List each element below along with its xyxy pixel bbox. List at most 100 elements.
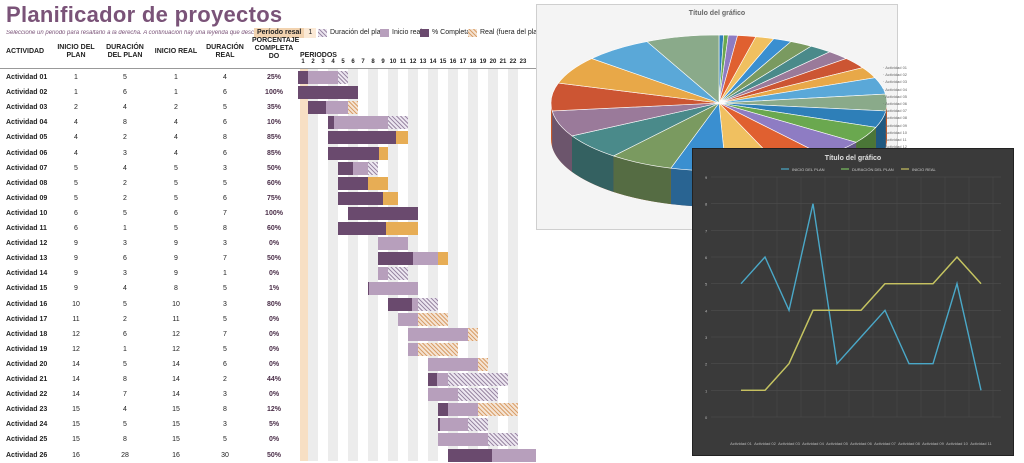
table-row[interactable]: Actividad 01 1 5 1 4 25% xyxy=(0,70,540,85)
x-tick-label: Actividad 07 xyxy=(874,441,897,446)
beyond-plan-bar xyxy=(468,327,478,341)
period-stripe xyxy=(488,68,498,461)
table-row[interactable]: Actividad 20 14 5 14 6 0% xyxy=(0,357,540,372)
x-tick-label: Actividad 05 xyxy=(826,441,849,446)
table-row[interactable]: Actividad 03 2 4 2 5 35% xyxy=(0,100,540,115)
pie-legend-item: · Actividad 02 xyxy=(883,72,908,78)
real-duration: 8 xyxy=(223,225,227,232)
percent-complete: 0% xyxy=(268,391,280,399)
table-row[interactable]: Actividad 17 11 2 11 5 0% xyxy=(0,312,540,327)
plan-duration: 5 xyxy=(123,360,127,368)
line-chart-title: Título del gráfico xyxy=(824,155,882,162)
real-duration: 3 xyxy=(223,300,227,308)
table-row[interactable]: Actividad 13 9 6 9 7 50% xyxy=(0,251,540,266)
table-row[interactable]: Actividad 14 9 3 9 1 0% xyxy=(0,266,540,281)
period-number: 16 xyxy=(449,59,457,65)
percent-complete-bar xyxy=(338,176,368,190)
plan-start: 9 xyxy=(74,255,78,263)
period-number: 17 xyxy=(459,59,467,65)
activity-name: Actividad 26 xyxy=(6,451,48,459)
plan-start: 16 xyxy=(72,451,80,459)
table-row[interactable]: Actividad 23 15 4 15 8 12% xyxy=(0,402,540,417)
percent-complete: 50% xyxy=(266,255,281,263)
plan-duration: 2 xyxy=(123,194,127,202)
percent-complete: 44% xyxy=(266,376,281,383)
plan-duration: 3 xyxy=(123,149,127,157)
plan-start: 6 xyxy=(74,209,78,217)
real-duration: 8 xyxy=(223,406,227,414)
real-duration: 5 xyxy=(223,436,227,444)
table-row[interactable]: Actividad 08 5 2 5 5 60% xyxy=(0,176,540,191)
percent-complete: 10% xyxy=(266,119,281,127)
activity-name: Actividad 22 xyxy=(6,391,48,399)
table-row[interactable]: Actividad 15 9 4 8 5 1% xyxy=(0,281,540,296)
percent-complete: 0% xyxy=(268,330,280,338)
y-tick-label: 6 xyxy=(705,255,708,260)
table-row[interactable]: Actividad 02 1 6 1 6 100% xyxy=(0,85,540,100)
table-row[interactable]: Actividad 07 5 4 5 3 50% xyxy=(0,161,540,176)
table-row[interactable]: Actividad 06 4 3 4 6 85% xyxy=(0,146,540,161)
table-row[interactable]: Actividad 21 14 8 14 2 44% xyxy=(0,372,540,387)
y-tick-label: 1 xyxy=(705,388,708,393)
period-selector[interactable]: Período resal 1 xyxy=(254,28,317,38)
activity-name: Actividad 20 xyxy=(6,360,48,368)
table-row[interactable]: Actividad 16 10 5 10 3 80% xyxy=(0,297,540,312)
actual-start-bar xyxy=(398,312,418,326)
pie-chart-title: Título del gráfico xyxy=(688,10,746,17)
percent-complete: 35% xyxy=(266,104,281,112)
table-row[interactable]: Actividad 19 12 1 12 5 0% xyxy=(0,342,540,357)
percent-complete: 0% xyxy=(268,436,280,444)
beyond-plan-bar xyxy=(418,342,458,356)
line-chart-panel[interactable]: Título del gráfico 0 1 2 3 4 5 6 7 8 9 Actividad 0… xyxy=(692,148,1014,456)
table-row[interactable]: Actividad 11 6 1 5 8 60% xyxy=(0,221,540,236)
real-start: 16 xyxy=(172,451,180,459)
actual-start-bar xyxy=(438,403,478,417)
col-header-plan-duration: DURACIÓN DEL PLAN xyxy=(106,44,144,59)
x-tick-label: Actividad 09 xyxy=(922,441,945,446)
legend-real-swatch xyxy=(380,29,389,37)
period-number: 14 xyxy=(429,59,437,65)
plan-start: 5 xyxy=(74,194,78,202)
table-row[interactable]: Actividad 04 4 8 4 6 10% xyxy=(0,115,540,130)
percent-complete: 60% xyxy=(266,179,281,187)
header-divider xyxy=(0,68,540,69)
table-row[interactable]: Actividad 09 5 2 5 6 75% xyxy=(0,191,540,206)
plan-start: 5 xyxy=(74,179,78,187)
period-number: 4 xyxy=(331,59,335,65)
plan-start: 9 xyxy=(74,270,78,278)
plan-start: 12 xyxy=(72,345,80,353)
plan-duration: 5 xyxy=(123,74,127,81)
real-duration: 5 xyxy=(223,345,227,353)
percent-complete: 0% xyxy=(268,315,280,323)
period-number: 23 xyxy=(519,59,527,65)
period-number: 12 xyxy=(409,59,417,65)
percent-complete: 50% xyxy=(266,451,281,459)
percent-complete: 12% xyxy=(266,406,281,414)
real-duration: 6 xyxy=(223,149,227,157)
table-row[interactable]: Actividad 18 12 6 12 7 0% xyxy=(0,327,540,342)
table-row[interactable]: Actividad 24 15 5 15 3 5% xyxy=(0,417,540,432)
plan-duration: 4 xyxy=(123,164,127,172)
real-duration: 6 xyxy=(223,89,227,97)
actual-start-bar xyxy=(408,327,468,341)
period-label: Período resal xyxy=(254,28,305,38)
table-row[interactable]: Actividad 05 4 2 4 8 85% xyxy=(0,130,540,145)
legend-beyond-swatch xyxy=(468,29,477,37)
table-row[interactable]: Actividad 25 15 8 15 5 0% xyxy=(0,432,540,447)
beyond-plan-bar xyxy=(478,403,518,417)
plan-duration: 1 xyxy=(123,225,127,232)
table-row[interactable]: Actividad 10 6 5 6 7 100% xyxy=(0,206,540,221)
pie-legend-item: · Actividad 03 xyxy=(883,79,908,85)
plan-duration: 5 xyxy=(123,209,127,217)
table-row[interactable]: Actividad 12 9 3 9 3 0% xyxy=(0,236,540,251)
table-row[interactable]: Actividad 26 16 28 16 30 50% xyxy=(0,448,540,463)
line-series xyxy=(740,203,982,391)
period-stripe xyxy=(328,68,338,461)
table-row[interactable]: Actividad 22 14 7 14 3 0% xyxy=(0,387,540,402)
page-subtitle: Seleccione un periodo para resaltarlo a … xyxy=(6,30,254,36)
real-duration: 5 xyxy=(223,285,227,293)
period-value-input[interactable]: 1 xyxy=(304,28,317,38)
x-tick-label: Actividad 06 xyxy=(850,441,873,446)
plan-duration: 4 xyxy=(123,104,127,112)
activity-name: Actividad 12 xyxy=(6,240,48,248)
